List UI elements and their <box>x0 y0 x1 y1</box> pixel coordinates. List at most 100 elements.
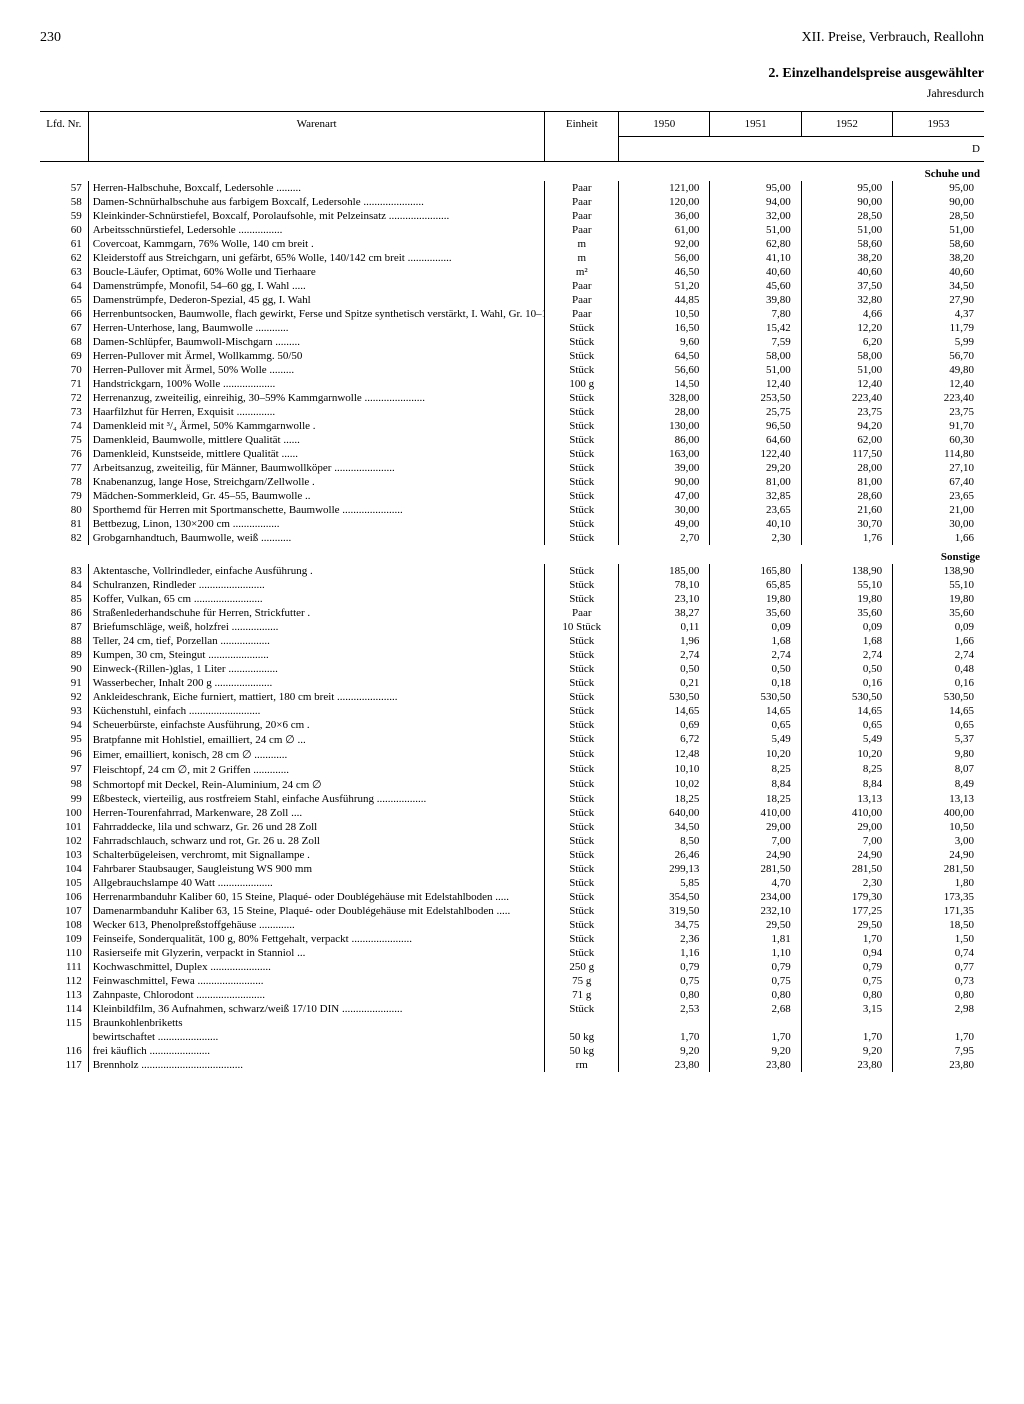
cell-val: 24,90 <box>801 848 892 862</box>
cell-val: 0,21 <box>619 676 710 690</box>
cell-val: 29,20 <box>710 461 801 475</box>
table-row: 62Kleiderstoff aus Streichgarn, uni gefä… <box>40 251 984 265</box>
cell-unit: Stück <box>545 792 619 806</box>
cell-val: 0,79 <box>619 960 710 974</box>
cell-name: bewirtschaftet ...................... <box>88 1030 545 1044</box>
cell-nr: 94 <box>40 718 88 732</box>
cell-val: 2,74 <box>710 648 801 662</box>
cell-val: 0,75 <box>801 974 892 988</box>
cell-name: Handstrickgarn, 100% Wolle .............… <box>88 377 545 391</box>
cell-nr: 63 <box>40 265 88 279</box>
cell-val: 0,75 <box>619 974 710 988</box>
header-year-0: 1950 <box>619 112 710 137</box>
cell-nr: 103 <box>40 848 88 862</box>
cell-val: 223,40 <box>801 391 892 405</box>
cell-val: 58,00 <box>801 349 892 363</box>
cell-nr: 102 <box>40 834 88 848</box>
cell-val: 410,00 <box>801 806 892 820</box>
cell-val: 18,25 <box>619 792 710 806</box>
cell-name: Damenarmbanduhr Kaliber 63, 15 Steine, P… <box>88 904 545 918</box>
cell-val: 1,96 <box>619 634 710 648</box>
table-row: 80Sporthemd für Herren mit Sportmanschet… <box>40 503 984 517</box>
cell-val: 41,10 <box>710 251 801 265</box>
cell-nr: 62 <box>40 251 88 265</box>
table-row: 81Bettbezug, Linon, 130×200 cm .........… <box>40 517 984 531</box>
cell-name: Arbeitsschnürstiefel, Ledersohle .......… <box>88 223 545 237</box>
section-label: Schuhe und <box>40 162 984 182</box>
cell-name: Braunkohlenbriketts <box>88 1016 545 1030</box>
cell-val: 1,81 <box>710 932 801 946</box>
cell-nr <box>40 1030 88 1044</box>
cell-nr: 97 <box>40 762 88 777</box>
cell-val: 16,50 <box>619 321 710 335</box>
cell-val: 34,50 <box>893 279 984 293</box>
cell-unit: Stück <box>545 447 619 461</box>
cell-unit: m <box>545 251 619 265</box>
table-row: 89Kumpen, 30 cm, Steingut ..............… <box>40 648 984 662</box>
cell-val: 35,60 <box>801 606 892 620</box>
cell-val: 0,09 <box>893 620 984 634</box>
cell-nr: 108 <box>40 918 88 932</box>
cell-name: Kleinbildfilm, 36 Aufnahmen, schwarz/wei… <box>88 1002 545 1016</box>
cell-nr: 57 <box>40 181 88 195</box>
cell-nr: 95 <box>40 732 88 747</box>
cell-unit: Stück <box>545 321 619 335</box>
cell-name: Straßenlederhandschuhe für Herren, Stric… <box>88 606 545 620</box>
cell-nr: 92 <box>40 690 88 704</box>
cell-name: Kleiderstoff aus Streichgarn, uni gefärb… <box>88 251 545 265</box>
cell-val: 0,09 <box>710 620 801 634</box>
table-row: 96Eimer, emailliert, konisch, 28 cm ∅ ..… <box>40 747 984 762</box>
cell-name: Brennholz ..............................… <box>88 1058 545 1072</box>
cell-val: 86,00 <box>619 433 710 447</box>
cell-nr: 109 <box>40 932 88 946</box>
cell-val: 0,80 <box>710 988 801 1002</box>
cell-val: 121,00 <box>619 181 710 195</box>
cell-val: 60,30 <box>893 433 984 447</box>
table-row: 65Damenstrümpfe, Dederon-Spezial, 45 gg,… <box>40 293 984 307</box>
cell-nr: 85 <box>40 592 88 606</box>
cell-unit: Stück <box>545 531 619 545</box>
table-row: 83Aktentasche, Vollrindleder, einfache A… <box>40 564 984 578</box>
cell-nr: 59 <box>40 209 88 223</box>
cell-name: Grobgarnhandtuch, Baumwolle, weiß ......… <box>88 531 545 545</box>
cell-unit: Stück <box>545 704 619 718</box>
cell-name: Haarfilzhut für Herren, Exquisit .......… <box>88 405 545 419</box>
cell-unit: Stück <box>545 690 619 704</box>
table-row: 79Mädchen-Sommerkleid, Gr. 45–55, Baumwo… <box>40 489 984 503</box>
cell-val: 8,25 <box>710 762 801 777</box>
cell-val: 55,10 <box>893 578 984 592</box>
table-row: 59Kleinkinder-Schnürstiefel, Boxcalf, Po… <box>40 209 984 223</box>
cell-unit: Stück <box>545 662 619 676</box>
cell-val: 1,80 <box>893 876 984 890</box>
cell-unit: Stück <box>545 932 619 946</box>
cell-val: 38,20 <box>801 251 892 265</box>
cell-val: 8,49 <box>893 777 984 792</box>
cell-val <box>801 1016 892 1030</box>
cell-val: 8,25 <box>801 762 892 777</box>
table-row: 100Herren-Tourenfahrrad, Markenware, 28 … <box>40 806 984 820</box>
cell-val: 299,13 <box>619 862 710 876</box>
cell-val: 281,50 <box>801 862 892 876</box>
cell-val: 14,50 <box>619 377 710 391</box>
cell-val: 38,20 <box>893 251 984 265</box>
cell-unit: Stück <box>545 890 619 904</box>
cell-val: 117,50 <box>801 447 892 461</box>
cell-val: 94,20 <box>801 419 892 433</box>
cell-unit: Paar <box>545 293 619 307</box>
cell-val: 19,80 <box>801 592 892 606</box>
table-row: 112Feinwaschmittel, Fewa ...............… <box>40 974 984 988</box>
cell-val: 130,00 <box>619 419 710 433</box>
cell-unit: Stück <box>545 946 619 960</box>
cell-val: 11,79 <box>893 321 984 335</box>
cell-val: 10,50 <box>619 307 710 321</box>
table-row: 71Handstrickgarn, 100% Wolle ...........… <box>40 377 984 391</box>
cell-val: 223,40 <box>893 391 984 405</box>
cell-val: 44,85 <box>619 293 710 307</box>
cell-val: 9,20 <box>801 1044 892 1058</box>
cell-val: 0,75 <box>710 974 801 988</box>
cell-val: 0,65 <box>801 718 892 732</box>
cell-name: Damenstrümpfe, Dederon-Spezial, 45 gg, I… <box>88 293 545 307</box>
cell-val: 29,00 <box>710 820 801 834</box>
table-row: 113Zahnpaste, Chlorodont ...............… <box>40 988 984 1002</box>
cell-val: 27,90 <box>893 293 984 307</box>
